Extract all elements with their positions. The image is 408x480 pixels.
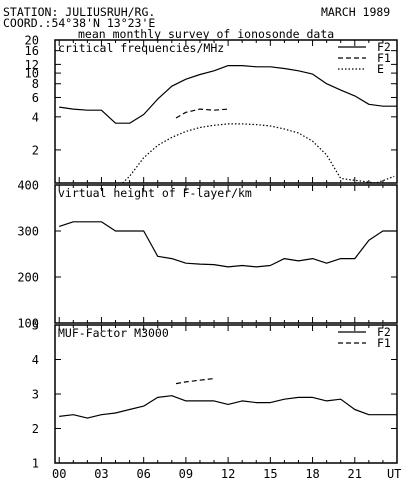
- y-tick-label: 5: [32, 319, 39, 333]
- panel-frame: [54, 39, 398, 184]
- series-line-f1: [175, 108, 229, 119]
- y-tick-label: 100: [17, 317, 39, 331]
- x-tick-label: 15: [263, 467, 277, 480]
- panel-title: critical frequencies/MHz: [58, 41, 224, 55]
- legend-label: E: [377, 62, 384, 76]
- series-line-e: [122, 123, 395, 184]
- panel-frame: [54, 324, 398, 464]
- x-tick-label: 21: [348, 467, 362, 480]
- coordinates-label: COORD.:54°38'N 13°23'E: [3, 16, 156, 30]
- legend-label: F1: [377, 336, 391, 350]
- x-tick-label: 00: [52, 467, 66, 480]
- panel-title: virtual height of F-layer/km: [58, 186, 252, 200]
- y-tick-label: 4: [32, 110, 39, 124]
- y-tick-label: 3: [32, 388, 39, 402]
- x-tick-label: 09: [179, 467, 193, 480]
- y-tick-label: 20: [25, 34, 39, 48]
- x-tick-label: 06: [136, 467, 150, 480]
- series-line-f1: [175, 377, 215, 385]
- legend-label: F1: [377, 51, 391, 65]
- y-tick-label: 200: [17, 271, 39, 285]
- y-tick-label: 2: [32, 422, 39, 436]
- date-label: MARCH 1989: [321, 5, 391, 19]
- x-tick-label: UT: [387, 467, 401, 480]
- series-line-f2: [59, 395, 397, 419]
- y-tick-label: 12: [25, 58, 39, 72]
- y-tick-label: 4: [32, 353, 39, 367]
- legend-label: F2: [377, 325, 391, 339]
- y-tick-label: 300: [17, 225, 39, 239]
- y-tick-label: 1: [32, 457, 39, 471]
- y-tick-label: 8: [32, 77, 39, 91]
- station-label: STATION: JULIUSRUH/RG.: [3, 5, 156, 19]
- y-tick-label: 6: [32, 91, 39, 105]
- y-tick-label: 400: [17, 179, 39, 193]
- panel-2: 100 200 300 400 virtual height of F-layer/km: [17, 179, 398, 331]
- x-tick-label: 03: [94, 467, 108, 480]
- y-tick-label: 16: [25, 44, 39, 58]
- series-line-value: [59, 221, 397, 268]
- y-tick-label: 2: [32, 143, 39, 157]
- series-line-f2: [59, 64, 397, 124]
- x-tick-label: 12: [221, 467, 235, 480]
- x-tick-label: 18: [305, 467, 319, 480]
- panel-title: MUF-Factor M3000: [58, 326, 169, 340]
- y-tick-label: 10: [25, 67, 39, 81]
- legend-label: F2: [377, 40, 391, 54]
- survey-subtitle: mean monthly survey of ionosonde data: [78, 27, 335, 41]
- panel-frame: [54, 184, 398, 324]
